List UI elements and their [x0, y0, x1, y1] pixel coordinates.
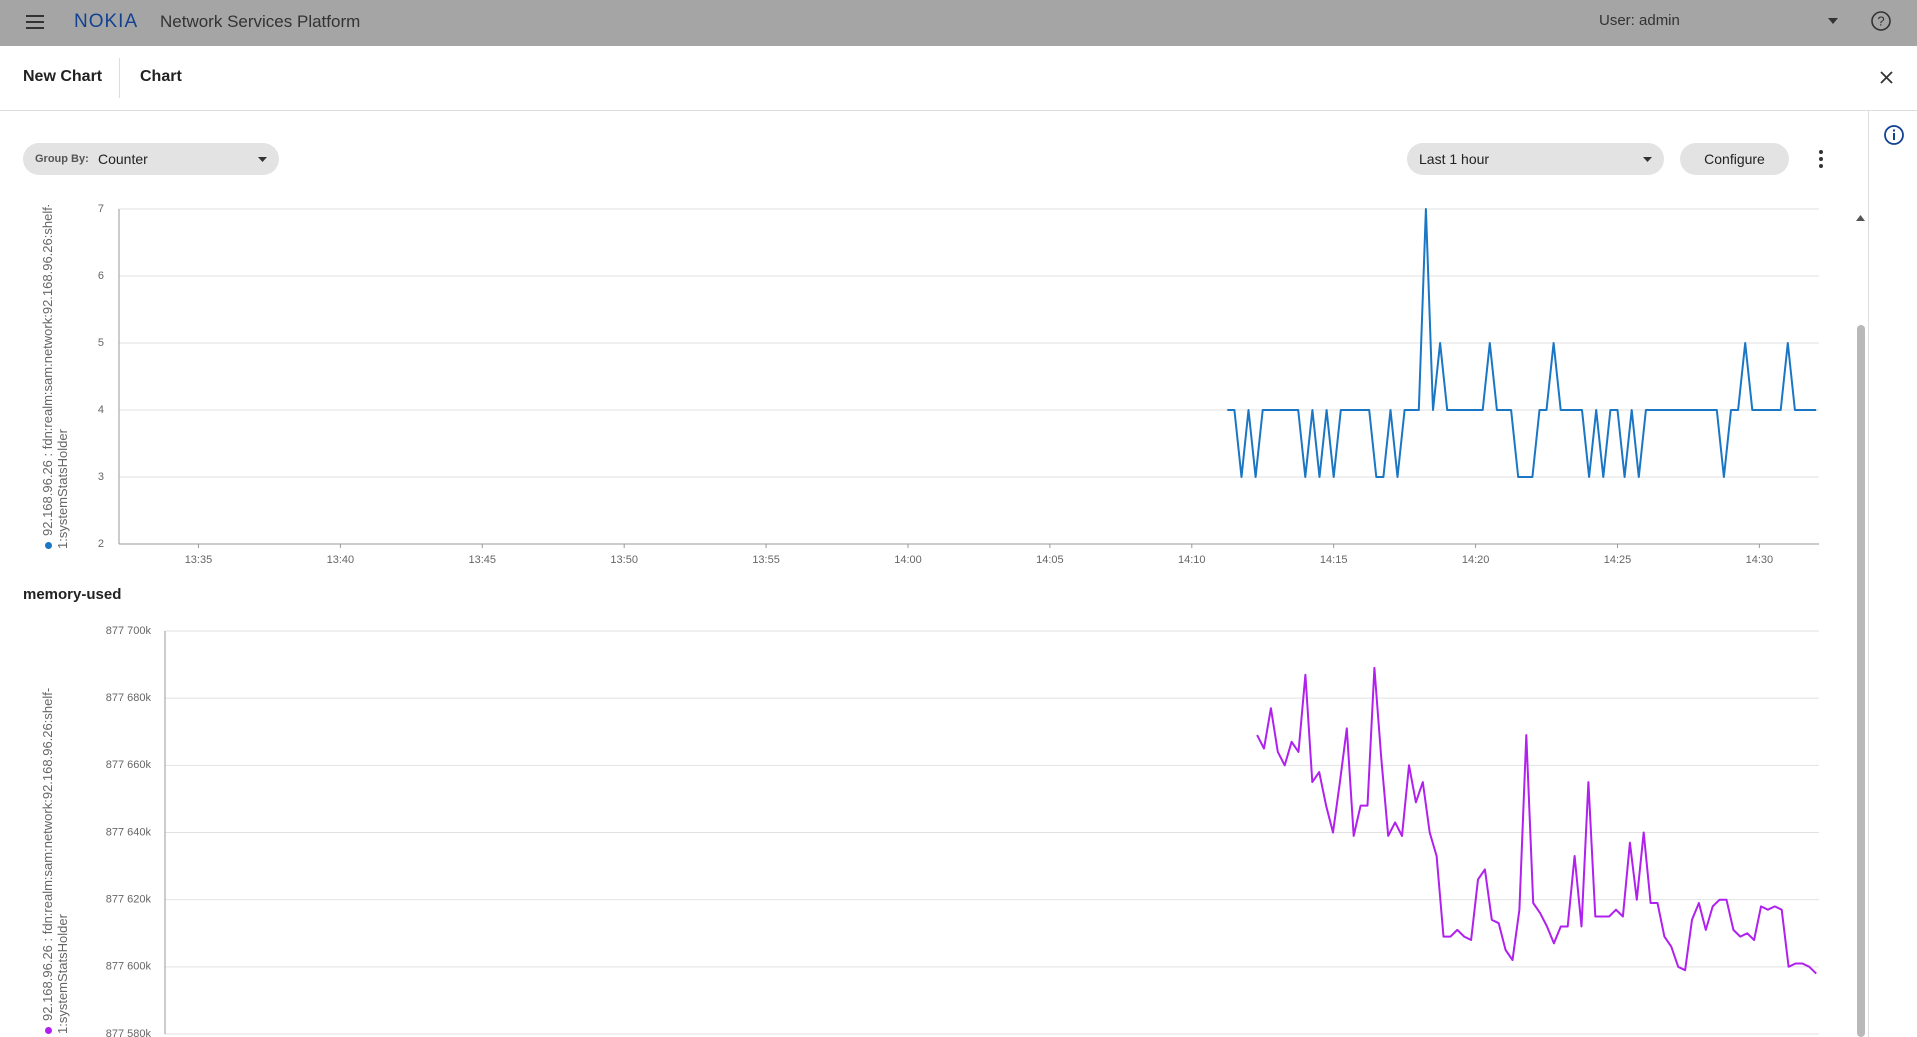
scroll-up-arrow[interactable] — [1856, 215, 1865, 221]
tab-bar: New Chart Chart — [0, 46, 1917, 111]
help-icon[interactable]: ? — [1870, 10, 1892, 32]
y-tick-label: 877 700k — [106, 625, 152, 637]
y-tick-label: 2 — [98, 538, 104, 550]
close-icon[interactable] — [1880, 71, 1893, 84]
y-tick-label: 877 660k — [106, 759, 152, 771]
time-range-value: Last 1 hour — [1419, 151, 1490, 167]
header: NOKIA Network Services Platform User: ad… — [0, 0, 1917, 46]
y-tick-label: 877 600k — [106, 961, 152, 973]
series-label-area: 92.168.96.26 : fdn:realm:sam:network:92.… — [40, 640, 80, 1034]
x-tick-label: 14:10 — [1178, 554, 1206, 566]
y-tick-label: 877 640k — [106, 826, 152, 838]
dropdown-arrow — [1643, 157, 1652, 162]
y-tick-label: 3 — [98, 471, 104, 483]
y-tick-label: 877 680k — [106, 692, 152, 704]
more-menu[interactable] — [1818, 149, 1824, 169]
y-tick-label: 7 — [98, 203, 104, 215]
x-tick-label: 14:05 — [1036, 554, 1064, 566]
menu-icon[interactable] — [26, 15, 44, 29]
tab[interactable]: New Chart — [23, 68, 103, 85]
info-icon[interactable] — [1883, 124, 1905, 146]
y-tick-label: 877 620k — [106, 894, 152, 906]
y-tick-label: 877 580k — [106, 1028, 152, 1037]
app-name: Network Services Platform — [160, 12, 361, 31]
legend-text: 92.168.96.26 : fdn:realm:sam:network:92.… — [40, 687, 70, 1034]
data-line — [1256, 666, 1817, 975]
x-tick-label: 14:25 — [1604, 554, 1632, 566]
group-by-value: Counter — [98, 151, 148, 167]
right-sidebar — [1868, 111, 1917, 1037]
x-tick-label: 14:15 — [1320, 554, 1348, 566]
x-tick-label: 14:00 — [894, 554, 922, 566]
x-tick-label: 14:30 — [1746, 554, 1774, 566]
time-range-select[interactable]: Last 1 hour — [1407, 143, 1664, 175]
data-line — [1227, 208, 1817, 478]
legend-text: 92.168.96.26 : fdn:realm:sam:network:92.… — [40, 205, 70, 549]
group-by-label: Group By: — [35, 153, 89, 165]
x-tick-label: 13:45 — [469, 554, 497, 566]
user-dropdown-arrow[interactable] — [1828, 18, 1838, 24]
series-legend: 92.168.96.26 : fdn:realm:sam:network:92.… — [40, 205, 70, 549]
scroll-thumb[interactable] — [1857, 325, 1865, 1037]
x-tick-label: 13:50 — [610, 554, 638, 566]
y-tick-label: 5 — [98, 337, 104, 349]
chart: 877 580k 877 600k 877 620k 877 640k 877 660k… — [106, 625, 1819, 1037]
legend-dot — [45, 1027, 53, 1034]
x-tick-label: 13:40 — [327, 554, 355, 566]
svg-text:?: ? — [1877, 13, 1884, 28]
y-tick-label: 6 — [98, 270, 104, 282]
tab-divider — [119, 58, 120, 98]
tab[interactable]: Chart — [140, 68, 182, 85]
user-menu[interactable]: User: admin — [1599, 12, 1680, 29]
x-tick-label: 13:35 — [185, 554, 213, 566]
scrollbar[interactable] — [1855, 212, 1866, 1037]
group-by-select[interactable]: Group By: Counter — [23, 143, 279, 175]
series-legend: 92.168.96.26 : fdn:realm:sam:network:92.… — [40, 640, 70, 1034]
x-tick-label: 14:20 — [1462, 554, 1490, 566]
dropdown-arrow — [258, 157, 267, 162]
configure-button[interactable]: Configure — [1680, 143, 1789, 175]
x-tick-label: 13:55 — [752, 554, 780, 566]
chart-title: memory-used — [23, 586, 122, 603]
series-label-area: 92.168.96.26 : fdn:realm:sam:network:92.… — [40, 205, 80, 549]
brand-logo[interactable]: NOKIA — [74, 11, 139, 32]
legend-dot — [45, 542, 53, 549]
chart: 2 3 4 5 6 7 13:35 13:40 13:45 13:50 13:55 14:00 14:0… — [98, 203, 1819, 566]
y-tick-label: 4 — [98, 404, 104, 416]
